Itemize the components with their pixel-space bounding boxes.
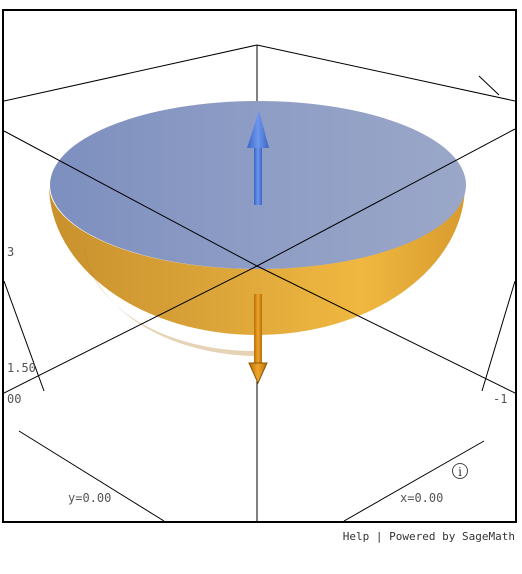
help-link[interactable]: Help [342,530,370,543]
z-tick-label-bottom: 00 [7,392,22,406]
hemisphere-surface [49,185,465,335]
footer-separator: | [375,530,383,543]
z-tick-label-top: 3 [7,245,15,259]
powered-by-sagemath-link[interactable]: Powered by SageMath [389,530,515,543]
3d-viewer-canvas[interactable]: 3 1.50 00 -1 y=0.00 x=0.00 i [2,9,517,523]
x-axis-readout: x=0.00 [400,491,444,505]
z-tick-label-mid: 1.50 [7,361,36,375]
down-arrow [248,294,268,385]
info-icon[interactable]: i [452,463,468,479]
x-tick-label-right: -1 [493,392,508,406]
3d-scene[interactable] [4,11,515,521]
bounding-box-front [4,128,515,521]
y-axis-readout: y=0.00 [68,491,112,505]
up-arrow [247,111,269,205]
viewer-footer: Help | Powered by SageMath [343,530,515,543]
